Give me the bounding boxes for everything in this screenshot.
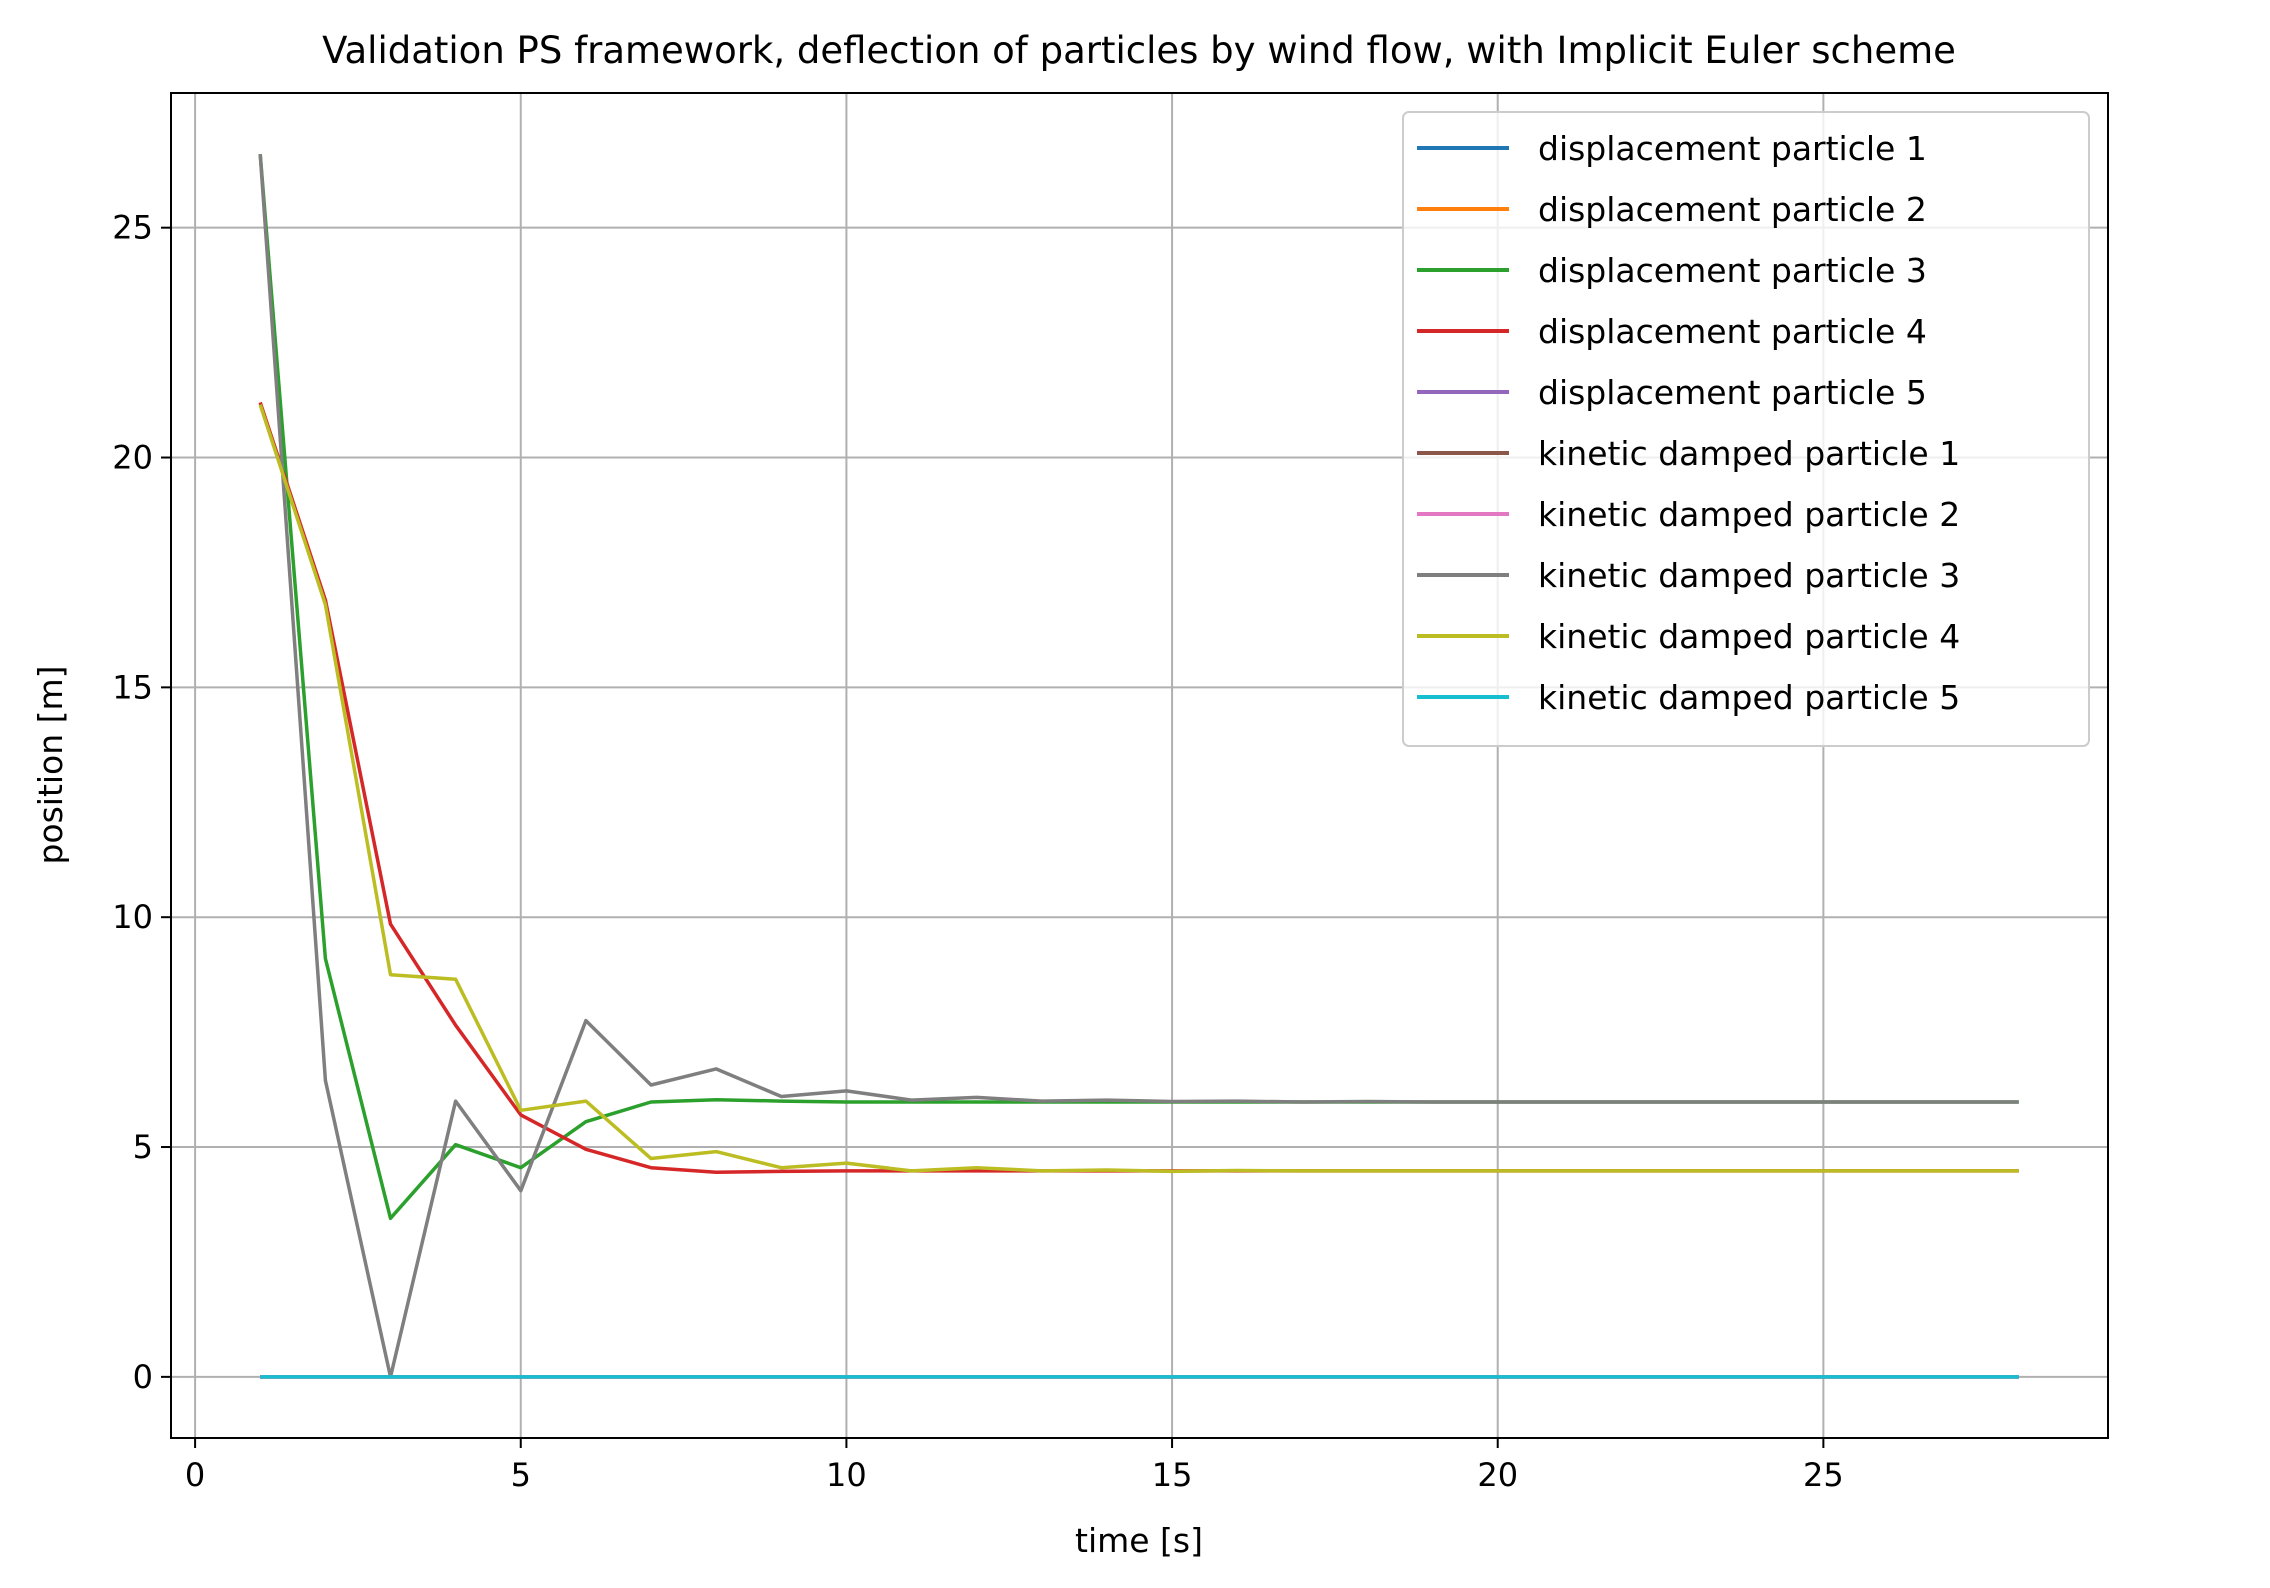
chart-title: Validation PS framework, deflection of p…	[322, 29, 1956, 72]
x-tick-label: 15	[1152, 1456, 1193, 1494]
x-tick-label: 25	[1803, 1456, 1844, 1494]
legend-entry: kinetic damped particle 5	[1538, 678, 1960, 717]
y-tick-label: 10	[112, 898, 153, 936]
y-axis-label: position [m]	[31, 665, 70, 864]
x-tick-label: 10	[826, 1456, 867, 1494]
legend: displacement particle 1 displacement part…	[1402, 111, 2090, 747]
series-line-9	[258, 404, 2019, 1174]
legend-entry: displacement particle 3	[1538, 251, 1927, 290]
y-tick-label: 20	[112, 439, 153, 477]
legend-entry: displacement particle 5	[1538, 373, 1927, 412]
legend-entry: displacement particle 2	[1538, 190, 1927, 229]
x-tick-label: 0	[185, 1456, 205, 1494]
x-axis-label: time [s]	[1075, 1521, 1203, 1560]
legend-entry: kinetic damped particle 4	[1538, 617, 1960, 656]
y-tick-label: 0	[133, 1358, 153, 1396]
x-tick-label: 20	[1477, 1456, 1518, 1494]
legend-entry: displacement particle 1	[1538, 129, 1927, 168]
legend-entry: kinetic damped particle 3	[1538, 556, 1960, 595]
x-tick-label: 5	[511, 1456, 531, 1494]
y-tick-label: 15	[112, 668, 153, 706]
y-tick-label: 5	[133, 1128, 153, 1166]
plot-frame	[170, 92, 2109, 1439]
legend-entry: kinetic damped particle 1	[1538, 434, 1960, 473]
y-tick-label: 25	[112, 209, 153, 247]
series-lines	[258, 153, 2019, 1379]
legend-entry: displacement particle 4	[1538, 312, 1927, 351]
legend-box	[1402, 111, 2090, 747]
axis-ticks: 0 5 10 15 20 25 0 5 10 15 20 25	[112, 209, 1843, 1494]
legend-entry: kinetic damped particle 2	[1538, 495, 1960, 534]
